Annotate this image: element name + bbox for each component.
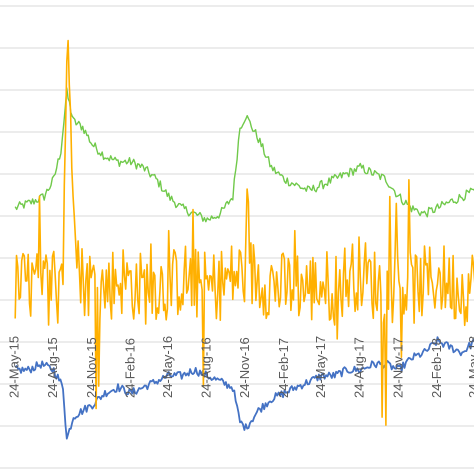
x-tick-label: 24-May-16 — [160, 336, 175, 398]
series-orange-line — [14, 39, 474, 426]
x-tick-label: 24-Feb-17 — [276, 338, 291, 398]
gridlines — [0, 5, 474, 469]
x-tick-label: 24-May-15 — [7, 336, 22, 398]
x-tick-label: 24-May-18 — [466, 336, 474, 398]
series-green-line — [14, 87, 474, 223]
x-tick-label: 24-May-17 — [313, 336, 328, 398]
series-layer — [14, 39, 474, 440]
x-tick-label: 24-Aug-15 — [45, 337, 60, 398]
x-tick-label: 24-Feb-16 — [122, 338, 137, 398]
x-tick-label: 24-Feb-18 — [429, 338, 444, 398]
x-tick-label: 24-Nov-16 — [237, 337, 252, 398]
x-tick-label: 24-Aug-17 — [352, 337, 367, 398]
x-axis-tick-labels: 24-May-15 24-Aug-15 24-Nov-15 24-Feb-16 24-M… — [7, 336, 474, 398]
x-tick-label: 24-Nov-15 — [84, 337, 99, 398]
x-tick-label: 24-Aug-16 — [199, 337, 214, 398]
series-blue-line — [14, 336, 474, 440]
x-tick-label: 24-Nov-17 — [390, 337, 405, 398]
